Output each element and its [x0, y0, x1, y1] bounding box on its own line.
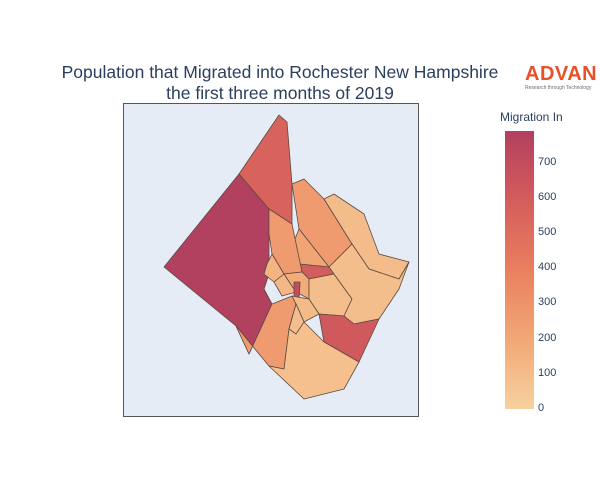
colorbar-tick-label: 400	[538, 261, 557, 274]
region-west[interactable]	[163, 173, 273, 355]
colorbar-tick-label: 100	[538, 366, 557, 379]
colorbar	[505, 131, 534, 409]
colorbar-tick-label: 0	[538, 402, 545, 414]
logo-wordmark: ADVAN	[525, 63, 598, 85]
colorbar-tick-label: 600	[538, 190, 557, 203]
choropleth-map[interactable]	[124, 104, 419, 417]
colorbar-title: Migration In	[500, 110, 563, 124]
region-center-small-1[interactable]	[263, 253, 285, 283]
region-south-small[interactable]	[291, 295, 320, 323]
colorbar-tick-label: 200	[538, 331, 557, 344]
colorbar-tick-label: 300	[538, 296, 557, 309]
colorbar-tick-label: 700	[538, 155, 557, 168]
chart-title-line-1: Population that Migrated into Rochester …	[61, 62, 499, 82]
chart-title-line-2: the first three months of 2019	[166, 83, 394, 103]
map-frame[interactable]	[123, 103, 419, 417]
colorbar-tick-label: 500	[538, 226, 557, 239]
logo-tagline: Research through Technology	[525, 85, 592, 91]
advan-logo: ADVAN Research through Technology	[525, 64, 600, 91]
chart-title: Population that Migrated into Rochester …	[20, 62, 540, 104]
region-east-lower[interactable]	[288, 303, 305, 335]
